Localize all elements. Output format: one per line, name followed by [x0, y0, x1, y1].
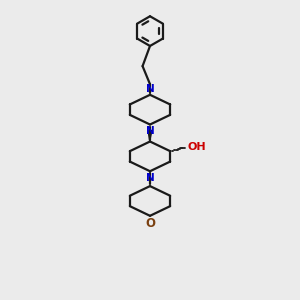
Text: N: N — [146, 83, 154, 94]
Text: N: N — [146, 172, 154, 182]
Polygon shape — [148, 130, 152, 141]
Text: OH: OH — [187, 142, 206, 152]
Text: N: N — [146, 126, 154, 136]
Text: O: O — [145, 217, 155, 230]
